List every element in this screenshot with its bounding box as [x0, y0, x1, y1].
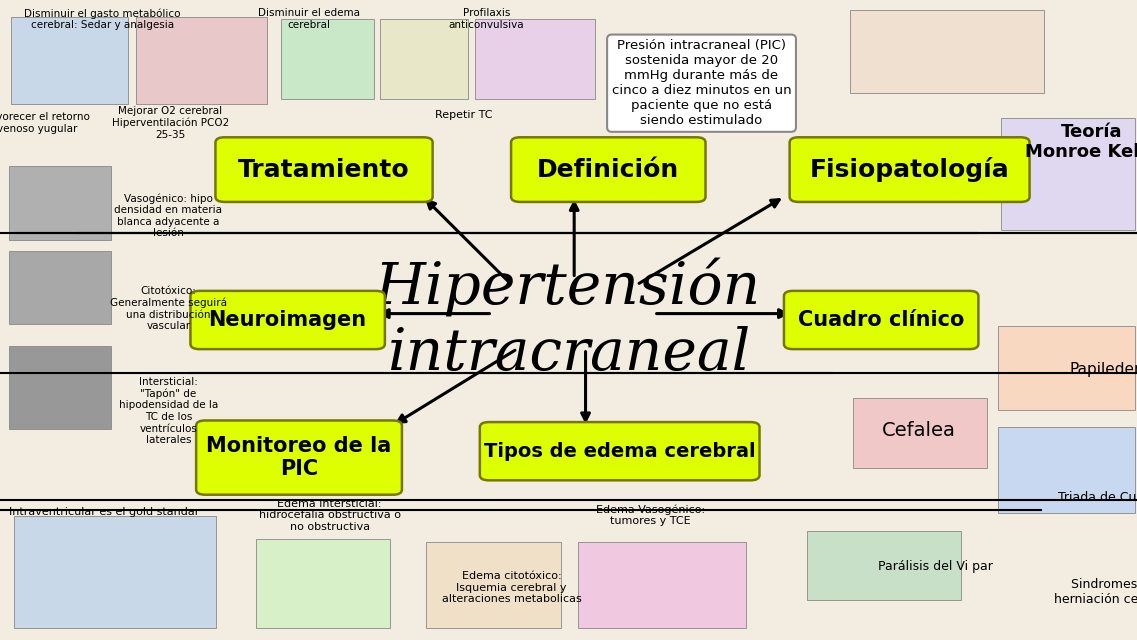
- Text: Mejorar O2 cerebral
Hiperventilación PCO2
25-35: Mejorar O2 cerebral Hiperventilación PCO…: [111, 106, 230, 140]
- Text: Intersticial:
"Tapón" de
hipodensidad de la
TC de los
ventrículos
laterales: Intersticial: "Tapón" de hipodensidad de…: [118, 376, 218, 445]
- Text: Neuroimagen: Neuroimagen: [208, 310, 367, 330]
- Text: Parálisis del Vi par: Parálisis del Vi par: [878, 560, 994, 573]
- FancyBboxPatch shape: [853, 398, 987, 468]
- FancyBboxPatch shape: [475, 19, 595, 99]
- FancyBboxPatch shape: [998, 326, 1135, 410]
- Text: Edema Vasogénico:
tumores y TCE: Edema Vasogénico: tumores y TCE: [596, 504, 705, 526]
- FancyBboxPatch shape: [215, 138, 432, 202]
- FancyBboxPatch shape: [790, 138, 1030, 202]
- FancyBboxPatch shape: [850, 10, 1044, 93]
- FancyBboxPatch shape: [197, 420, 402, 495]
- FancyBboxPatch shape: [512, 138, 705, 202]
- Text: Sindromes de
herniación cerebral: Sindromes de herniación cerebral: [1054, 578, 1137, 606]
- Text: Fisiopatología: Fisiopatología: [810, 157, 1010, 182]
- FancyBboxPatch shape: [998, 427, 1135, 513]
- Text: Presión intracraneal (PIC)
sostenida mayor de 20
mmHg durante más de
cinco a die: Presión intracraneal (PIC) sostenida may…: [612, 39, 791, 127]
- Text: Tratamiento: Tratamiento: [239, 157, 409, 182]
- Text: Intraventricular es el gold standar: Intraventricular es el gold standar: [9, 507, 200, 517]
- FancyBboxPatch shape: [256, 539, 390, 628]
- FancyBboxPatch shape: [1001, 118, 1135, 230]
- Text: Citotóxico:
Generalmente seguirá
una distribución
vascular: Citotóxico: Generalmente seguirá una dis…: [110, 286, 226, 331]
- Text: Tipos de edema cerebral: Tipos de edema cerebral: [484, 442, 755, 461]
- FancyBboxPatch shape: [9, 251, 111, 324]
- FancyBboxPatch shape: [807, 531, 961, 600]
- Text: Favorecer el retorno
venoso yugular: Favorecer el retorno venoso yugular: [0, 112, 90, 134]
- Text: Disminuir el gasto metabólico
cerebral: Sedar y analgesia: Disminuir el gasto metabólico cerebral: …: [24, 8, 181, 30]
- Text: Repetir TC: Repetir TC: [435, 110, 492, 120]
- FancyBboxPatch shape: [281, 19, 374, 99]
- Text: Profilaxis
anticonvulsiva: Profilaxis anticonvulsiva: [449, 8, 524, 30]
- FancyBboxPatch shape: [11, 17, 128, 104]
- Text: Vasogénico: hipo
densidad en materia
blanca adyacente a
lesión: Vasogénico: hipo densidad en materia bla…: [115, 193, 222, 238]
- Text: Hipertensión
intracraneal: Hipertensión intracraneal: [375, 258, 762, 382]
- FancyBboxPatch shape: [191, 291, 384, 349]
- Text: Edema intersticial:
hidrocefalia obstructiva o
no obstructiva: Edema intersticial: hidrocefalia obstruc…: [259, 499, 400, 532]
- FancyBboxPatch shape: [14, 516, 216, 628]
- FancyBboxPatch shape: [578, 542, 746, 628]
- Text: Papiledema: Papiledema: [1070, 362, 1137, 377]
- Text: Edema citotóxico:
Isquemia cerebral y
alteraciones metabolicas: Edema citotóxico: Isquemia cerebral y al…: [442, 571, 581, 604]
- FancyBboxPatch shape: [480, 422, 760, 480]
- FancyBboxPatch shape: [380, 19, 468, 99]
- FancyBboxPatch shape: [426, 542, 561, 628]
- Text: Cefalea: Cefalea: [882, 420, 955, 440]
- FancyBboxPatch shape: [9, 346, 111, 429]
- Text: Monitoreo de la
PIC: Monitoreo de la PIC: [207, 436, 391, 479]
- FancyBboxPatch shape: [785, 291, 978, 349]
- Text: Disminuir el edema
cerebral: Disminuir el edema cerebral: [258, 8, 360, 30]
- Text: Cuadro clínico: Cuadro clínico: [798, 310, 964, 330]
- Text: Teoría
Monroe Kelly: Teoría Monroe Kelly: [1026, 123, 1137, 161]
- FancyBboxPatch shape: [9, 166, 111, 240]
- Text: Triada de Cushing: Triada de Cushing: [1059, 492, 1137, 504]
- Text: Definición: Definición: [537, 157, 680, 182]
- FancyBboxPatch shape: [136, 17, 267, 104]
